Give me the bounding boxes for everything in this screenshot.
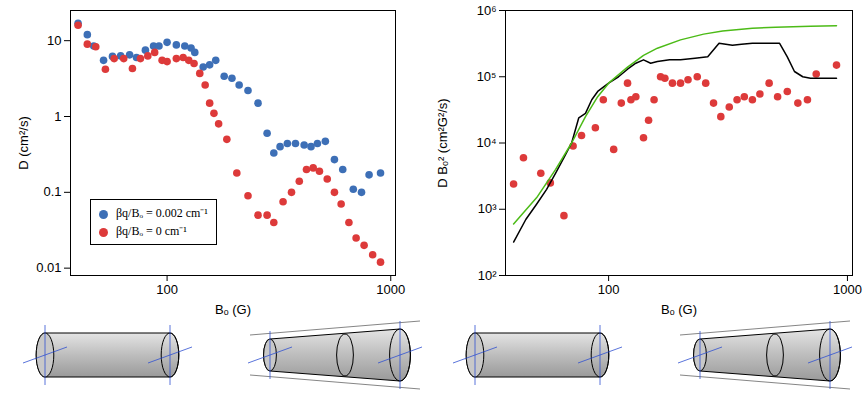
svg-text:10: 10 [47, 33, 61, 48]
svg-text:Bₒ (G): Bₒ (G) [215, 302, 251, 317]
svg-text:10²: 10² [478, 268, 497, 283]
svg-text:D Bₒ² (cm²G²/s): D Bₒ² (cm²G²/s) [435, 98, 450, 187]
svg-text:10⁶: 10⁶ [477, 3, 497, 18]
svg-text:100: 100 [156, 282, 178, 297]
svg-text:0.1: 0.1 [43, 184, 61, 199]
svg-text:1000: 1000 [376, 282, 405, 297]
svg-text:1: 1 [54, 109, 61, 124]
svg-text:1000: 1000 [833, 282, 862, 297]
svg-text:D (cm²/s): D (cm²/s) [16, 116, 31, 169]
svg-text:10³: 10³ [478, 201, 497, 216]
svg-text:10⁴: 10⁴ [476, 135, 496, 150]
svg-text:0.01: 0.01 [36, 260, 61, 275]
svg-text:10⁵: 10⁵ [477, 69, 497, 84]
svg-text:Bₒ (G): Bₒ (G) [661, 302, 697, 317]
svg-text:100: 100 [598, 282, 620, 297]
html-text:βq/Bₒ = 0.002 cm⁻¹: βq/Bₒ = 0.002 cm⁻¹ [116, 206, 208, 220]
html-text:βq/Bₒ = 0 cm⁻¹: βq/Bₒ = 0 cm⁻¹ [116, 224, 187, 238]
